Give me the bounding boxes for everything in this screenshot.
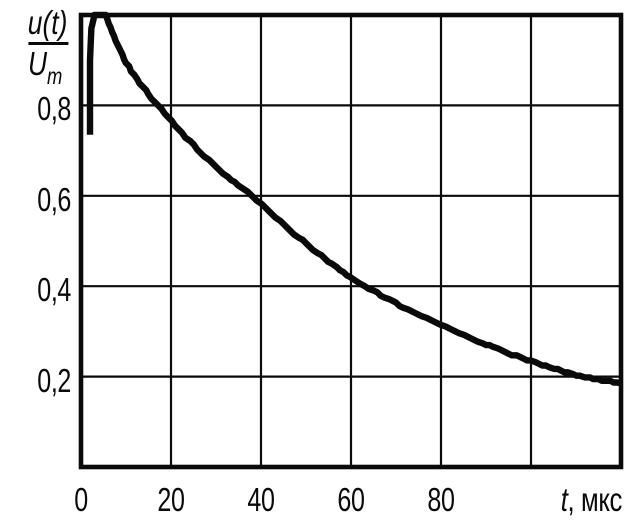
denominator-base: U xyxy=(27,45,48,82)
fraction-bar xyxy=(28,42,69,45)
x-axis-symbol: t xyxy=(560,481,568,518)
x-tick-40: 40 xyxy=(247,481,275,518)
y-axis-title-fraction: u(t) Um xyxy=(20,4,76,88)
plot-border xyxy=(78,12,624,470)
y-tick-0_8: 0,8 xyxy=(37,90,71,127)
y-tick-0_2: 0,2 xyxy=(37,362,71,399)
x-axis-unit: , мкс xyxy=(567,481,623,518)
x-tick-80: 80 xyxy=(427,481,455,518)
x-axis-title: t, мкс xyxy=(505,481,623,518)
discharge-curve xyxy=(86,11,622,387)
denominator-subscript: m xyxy=(47,63,63,89)
x-tick-60: 60 xyxy=(337,481,365,518)
y-axis-title-denominator: Um xyxy=(20,45,70,88)
y-axis-title-numerator: u(t) xyxy=(27,4,68,41)
x-tick-20: 20 xyxy=(157,481,185,518)
y-tick-0_4: 0,4 xyxy=(37,271,71,308)
x-tick-0: 0 xyxy=(74,481,88,518)
y-tick-0_6: 0,6 xyxy=(37,181,71,218)
